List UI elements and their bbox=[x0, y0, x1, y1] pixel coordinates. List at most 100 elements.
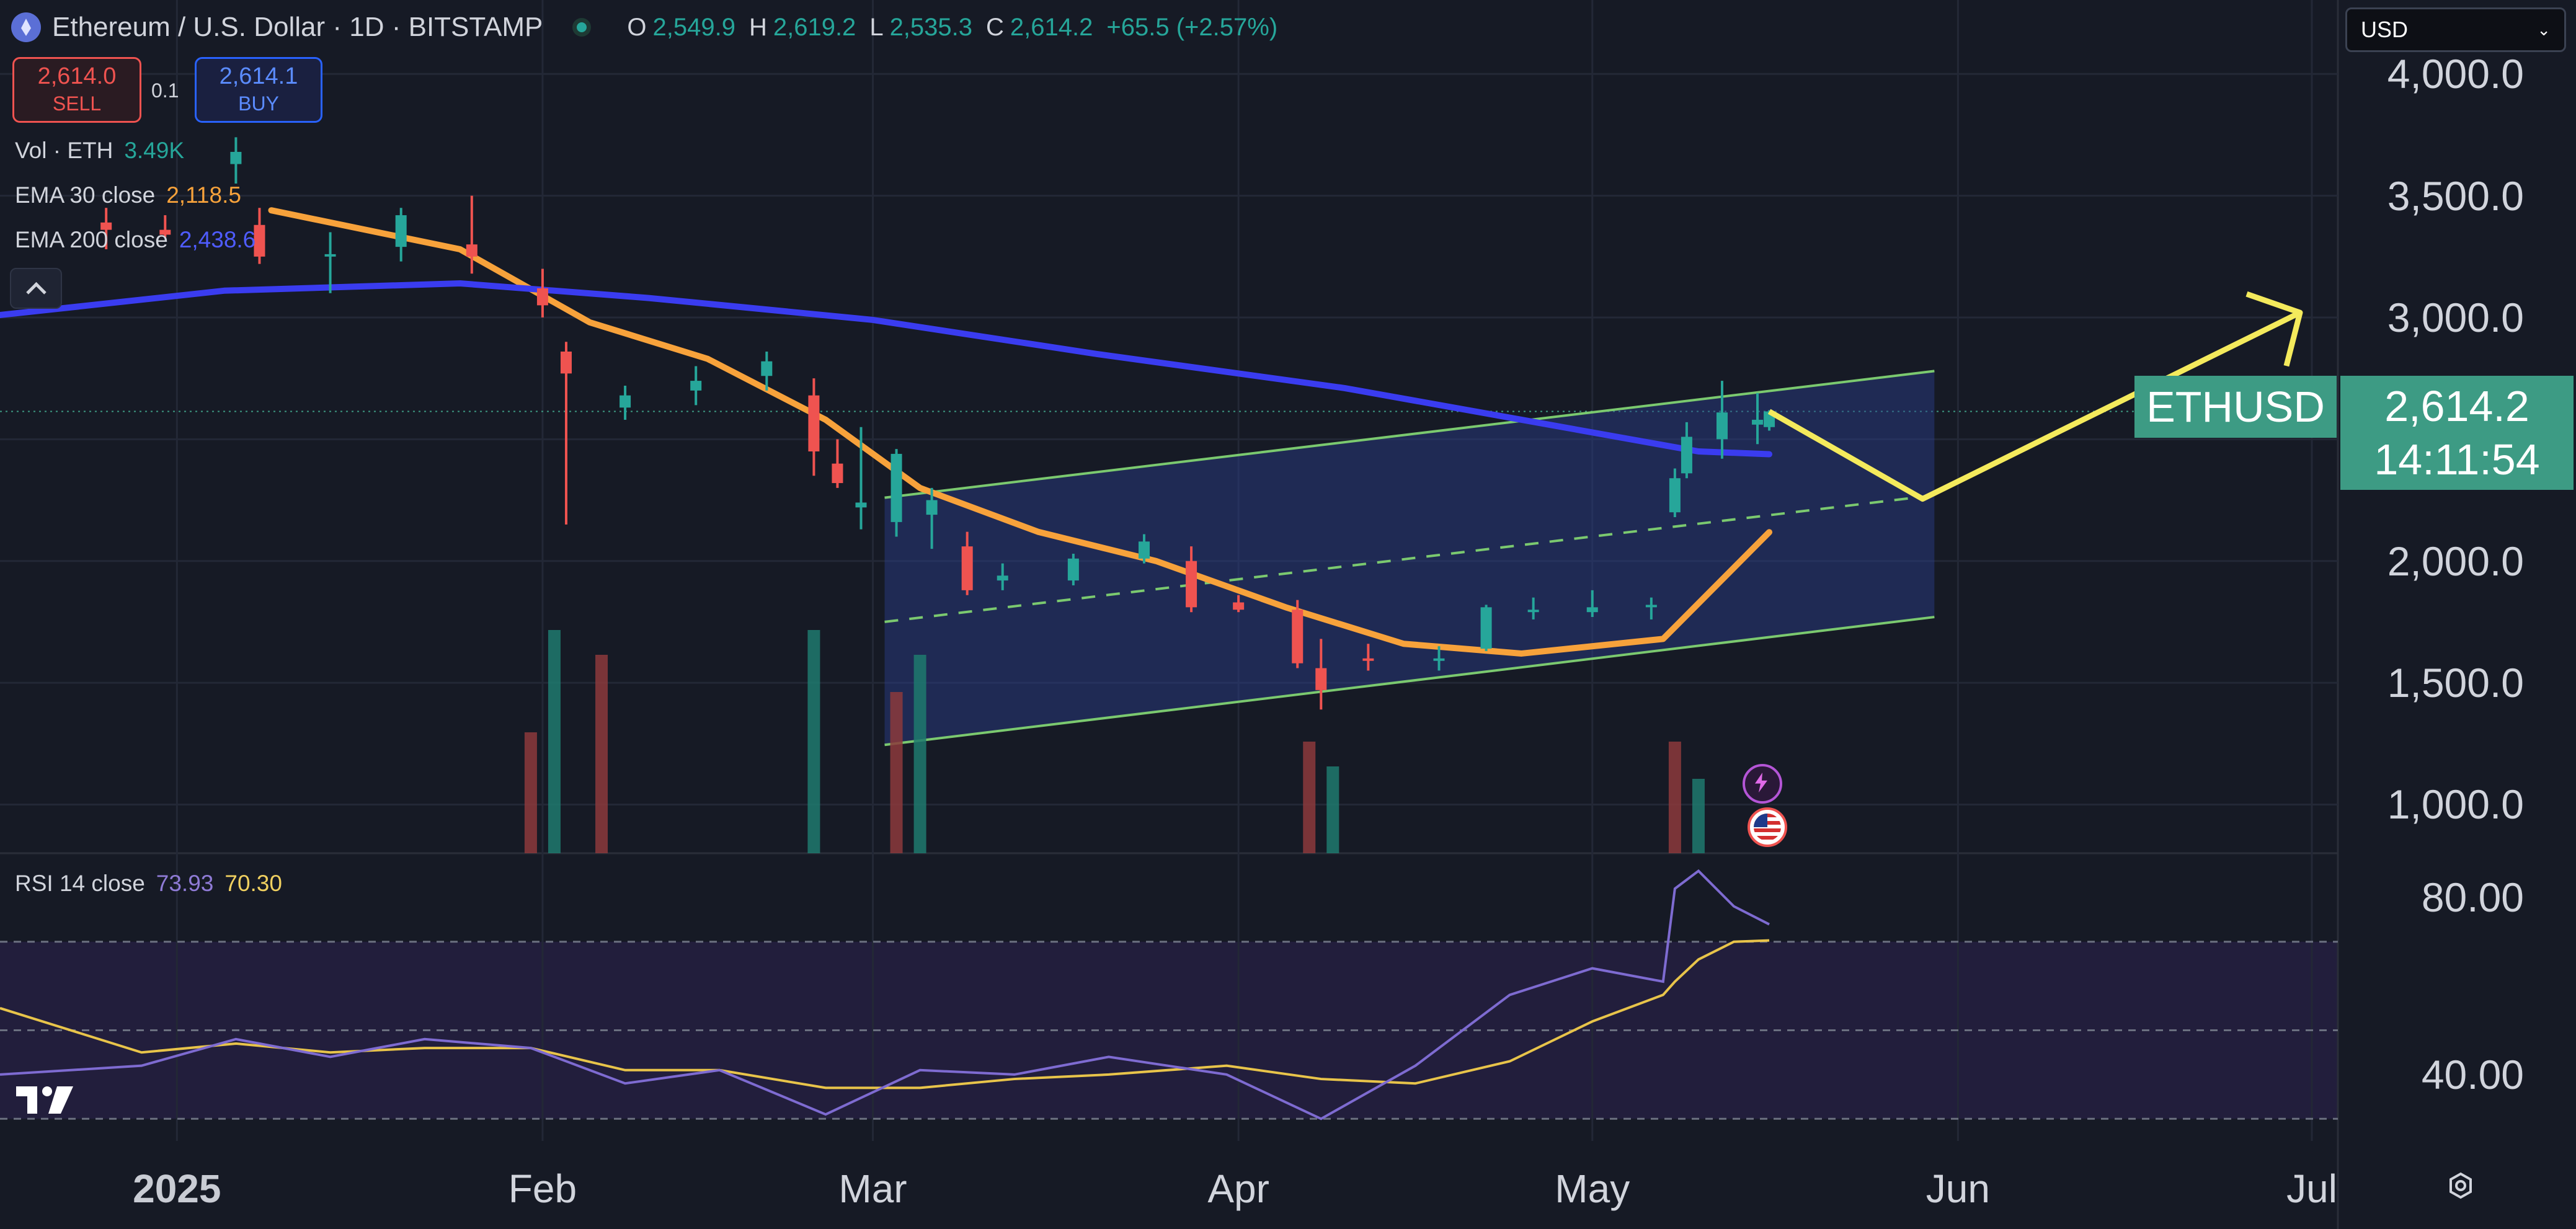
volume-bar bbox=[595, 655, 608, 853]
open-label: O bbox=[627, 13, 647, 41]
price-tick-label: 3,500.0 bbox=[2387, 172, 2524, 219]
volume-bar bbox=[1692, 779, 1705, 853]
high-label: H bbox=[748, 13, 767, 41]
candle-body bbox=[1669, 478, 1681, 513]
ema30-line bbox=[268, 207, 1773, 657]
sell-button[interactable]: 2,614.0 SELL bbox=[12, 57, 141, 123]
candle-body bbox=[1480, 607, 1492, 649]
price-tick-label: 1,500.0 bbox=[2387, 660, 2524, 706]
candle-body bbox=[1645, 605, 1657, 608]
candle-body bbox=[254, 224, 265, 257]
ema200-legend[interactable]: EMA 200 close 2,438.6 bbox=[15, 227, 255, 253]
symbol-price-tag: ETHUSD bbox=[2134, 376, 2337, 438]
currency-value: USD bbox=[2361, 17, 2409, 42]
time-tick-label: Jun bbox=[1925, 1166, 1990, 1211]
candle-body bbox=[100, 222, 112, 230]
time-tick-label: May bbox=[1555, 1166, 1630, 1211]
candle-body bbox=[1433, 658, 1445, 661]
candle-body bbox=[1138, 541, 1150, 559]
low-value: 2,535.3 bbox=[889, 13, 973, 41]
volume-label: Vol · ETH bbox=[15, 138, 113, 163]
candle-body bbox=[808, 395, 820, 451]
high-value: 2,619.2 bbox=[773, 13, 856, 41]
chart-header: Ethereum / U.S. Dollar · 1D · BITSTAMP O… bbox=[11, 9, 1277, 46]
candle-body bbox=[855, 502, 867, 508]
candle-body bbox=[1362, 658, 1374, 661]
volume-bar bbox=[1303, 742, 1316, 853]
candle-body bbox=[536, 288, 548, 306]
candle-body bbox=[997, 575, 1008, 581]
ethereum-icon bbox=[11, 12, 41, 42]
rsi-tick-label: 40.00 bbox=[2421, 1051, 2524, 1098]
buy-button[interactable]: 2,614.1 BUY bbox=[195, 57, 322, 123]
rsi-ma-line bbox=[0, 939, 1770, 1089]
candle-body bbox=[690, 381, 702, 391]
volume-bar bbox=[524, 732, 537, 853]
rsi-legend[interactable]: RSI 14 close 73.93 70.30 bbox=[15, 871, 282, 897]
time-tick-label: Apr bbox=[1207, 1166, 1269, 1211]
tradingview-logo-icon[interactable] bbox=[16, 1086, 78, 1114]
sell-price: 2,614.0 bbox=[37, 63, 117, 89]
candle-body bbox=[620, 395, 631, 408]
ema200-value: 2,438.6 bbox=[179, 227, 256, 252]
projection-path bbox=[1767, 310, 2301, 502]
candle-body bbox=[1067, 558, 1079, 581]
buy-price: 2,614.1 bbox=[219, 63, 298, 89]
candle-body bbox=[1681, 437, 1692, 474]
bar-countdown: 14:11:54 bbox=[2374, 435, 2540, 484]
candle-body bbox=[159, 229, 171, 235]
time-tick-label: 2025 bbox=[133, 1166, 221, 1211]
candle-body bbox=[1186, 561, 1197, 608]
candle-body bbox=[1315, 668, 1327, 690]
change-value: +65.5 (+2.57%) bbox=[1106, 13, 1278, 41]
collapse-legend-button[interactable] bbox=[10, 268, 62, 309]
projection-arrowhead bbox=[2245, 291, 2303, 367]
candle-body bbox=[1527, 610, 1539, 613]
candle-body bbox=[1752, 419, 1764, 425]
volume-bar bbox=[913, 655, 926, 853]
price-tick-label: 4,000.0 bbox=[2387, 51, 2524, 97]
channel-upper-line bbox=[884, 370, 1935, 499]
candle-body bbox=[1716, 412, 1728, 440]
rsi-band bbox=[0, 941, 2338, 1119]
candle-body bbox=[324, 254, 336, 257]
channel-lower-line bbox=[884, 616, 1935, 747]
time-tick-label: Feb bbox=[508, 1166, 577, 1211]
candle-body bbox=[961, 546, 973, 590]
market-status-icon[interactable] bbox=[572, 18, 592, 37]
price-tick-label: 3,000.0 bbox=[2387, 295, 2524, 340]
candle-body bbox=[1292, 610, 1304, 663]
candle-body bbox=[890, 453, 902, 522]
us-flag-event-icon[interactable] bbox=[1748, 807, 1787, 847]
volume-bar bbox=[807, 630, 820, 853]
volume-value: 3.49K bbox=[124, 138, 185, 163]
rsi-ma-value: 70.30 bbox=[224, 871, 282, 896]
last-price-tag: 2,614.2 14:11:54 bbox=[2340, 376, 2574, 490]
candle-body bbox=[395, 215, 407, 247]
candle-body bbox=[466, 244, 477, 257]
time-tick-label: Mar bbox=[838, 1166, 907, 1211]
buy-label: BUY bbox=[238, 92, 279, 115]
chevron-down-icon: ⌄ bbox=[2537, 20, 2551, 39]
time-tick-label: Jul bbox=[2286, 1166, 2337, 1211]
candle-body bbox=[761, 361, 773, 376]
volume-bar bbox=[1668, 742, 1681, 853]
price-tick-label: 2,000.0 bbox=[2387, 538, 2524, 584]
order-quantity[interactable]: 0.1 bbox=[151, 79, 179, 102]
volume-legend[interactable]: Vol · ETH 3.49K bbox=[15, 138, 184, 164]
open-value: 2,549.9 bbox=[652, 13, 735, 41]
ema30-legend[interactable]: EMA 30 close 2,118.5 bbox=[15, 182, 241, 208]
candle-body bbox=[926, 500, 938, 515]
rsi-label: RSI 14 close bbox=[15, 871, 145, 896]
candle-body bbox=[1586, 607, 1598, 613]
volume-bar bbox=[548, 630, 561, 853]
symbol-title[interactable]: Ethereum / U.S. Dollar · 1D · BITSTAMP bbox=[52, 12, 543, 42]
settings-gear-icon[interactable] bbox=[2447, 1172, 2474, 1199]
currency-select[interactable]: USD ⌄ bbox=[2345, 7, 2566, 52]
close-value: 2,614.2 bbox=[1010, 13, 1093, 41]
price-tick-label: 1,000.0 bbox=[2387, 781, 2524, 828]
ohlc-readout: O 2,549.9 H 2,619.2 L 2,535.3 C 2,614.2 +65.… bbox=[627, 14, 1277, 42]
lightning-event-icon[interactable] bbox=[1743, 764, 1782, 804]
candle-body bbox=[1233, 602, 1245, 610]
